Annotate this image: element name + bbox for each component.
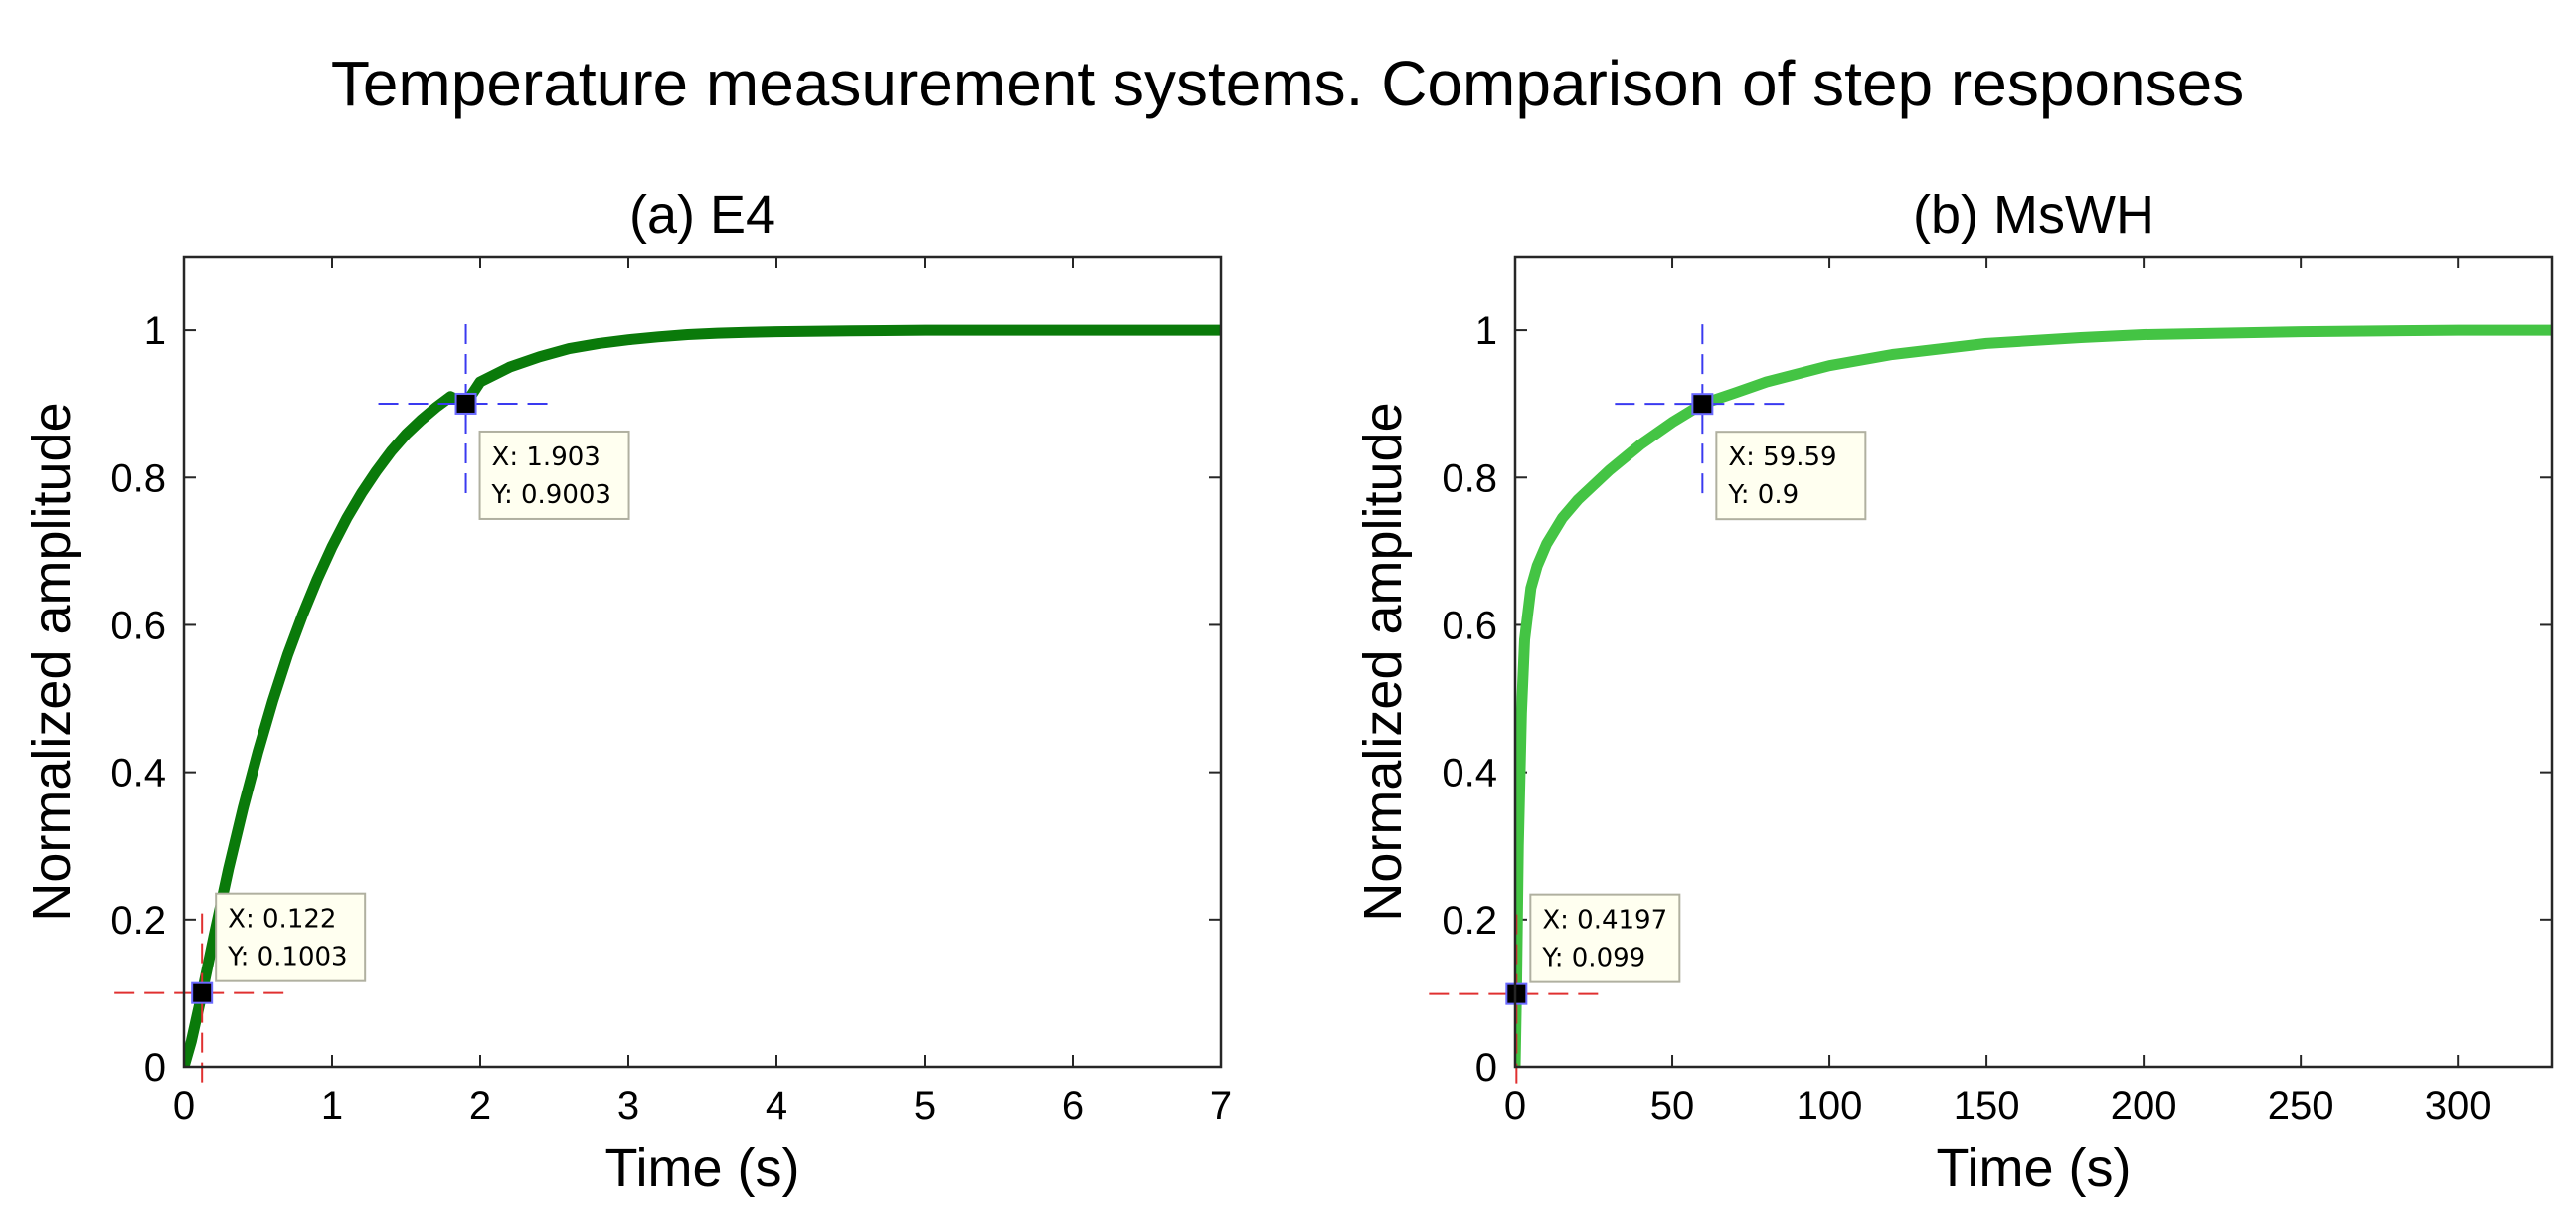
y-tick-label: 0.2 bbox=[110, 899, 166, 943]
x-tick-label: 4 bbox=[766, 1084, 787, 1128]
panel-title: (a) E4 bbox=[629, 185, 775, 245]
series-line bbox=[184, 324, 1221, 1067]
y-tick-label: 0.4 bbox=[110, 752, 166, 795]
y-tick-label: 0.4 bbox=[1442, 752, 1497, 795]
axes-frame bbox=[182, 255, 1223, 1069]
y-tick-label: 0.2 bbox=[1442, 899, 1497, 943]
datatip-marker bbox=[1691, 393, 1714, 416]
x-tick-label: 300 bbox=[2425, 1084, 2491, 1128]
panel-title: (b) MsWH bbox=[1913, 185, 2154, 245]
x-tick-label: 50 bbox=[1650, 1084, 1695, 1128]
x-tick-label: 150 bbox=[1954, 1084, 2020, 1128]
datatip-y-text: Y: 0.9003 bbox=[491, 480, 611, 510]
y-tick-label: 0.6 bbox=[110, 604, 166, 647]
datatip-1: X: 0.122 Y: 0.1003 bbox=[114, 892, 367, 1085]
datatip-x-text: X: 59.59 bbox=[1728, 442, 1836, 472]
datatip-marker bbox=[454, 392, 477, 415]
figure-title: Temperature measurement systems. Compari… bbox=[331, 48, 2244, 119]
x-axis-label: Time (s) bbox=[1937, 1139, 2132, 1198]
datatip-box bbox=[478, 430, 630, 520]
y-tick-label: 0.8 bbox=[1442, 456, 1497, 500]
x-tick-label: 200 bbox=[2111, 1084, 2177, 1128]
plot-panel-2: (b) MsWH 0 50 100 150 200 250 300 0 0.2 0.4 0.6 0.8 1… bbox=[1353, 185, 2554, 1198]
x-tick-label: 250 bbox=[2268, 1084, 2334, 1128]
series-line bbox=[1515, 324, 2552, 1067]
datatip-y-text: Y: 0.1003 bbox=[227, 943, 347, 972]
axes-frame bbox=[1513, 255, 2554, 1069]
y-tick-label: 0 bbox=[144, 1046, 166, 1090]
plot-panel-1: (a) E4 0 1 2 3 4 5 6 7 0 0.2 0.4 0.6 0.8 1 Time (s) Norm… bbox=[22, 185, 1232, 1198]
y-tick-label: 0 bbox=[1475, 1046, 1497, 1090]
x-tick-label: 3 bbox=[617, 1084, 639, 1128]
y-tick-label: 1 bbox=[144, 309, 166, 353]
datatip-x-text: X: 0.122 bbox=[228, 905, 336, 935]
datatip-y-text: Y: 0.9 bbox=[1727, 480, 1799, 510]
datatip-1: X: 0.4197 Y: 0.099 bbox=[1429, 893, 1681, 1086]
x-tick-label: 7 bbox=[1210, 1084, 1232, 1128]
datatip-box bbox=[215, 892, 367, 982]
y-axis-label: Normalized amplitude bbox=[22, 402, 82, 921]
x-axis-label: Time (s) bbox=[605, 1139, 800, 1198]
datatip-y-text: Y: 0.099 bbox=[1541, 944, 1645, 973]
datatip-box bbox=[1715, 431, 1867, 521]
datatip-marker bbox=[1505, 982, 1528, 1005]
y-tick-label: 0.6 bbox=[1442, 604, 1497, 647]
datatip-marker bbox=[191, 981, 214, 1004]
datatip-2: X: 59.59 Y: 0.9 bbox=[1615, 324, 1867, 521]
x-tick-label: 2 bbox=[469, 1084, 491, 1128]
x-tick-label: 0 bbox=[173, 1084, 195, 1128]
x-tick-label: 1 bbox=[321, 1084, 343, 1128]
datatip-x-text: X: 0.4197 bbox=[1542, 906, 1667, 936]
datatip-box bbox=[1529, 893, 1681, 983]
x-tick-label: 6 bbox=[1062, 1084, 1084, 1128]
x-tick-label: 0 bbox=[1504, 1084, 1526, 1128]
x-tick-label: 100 bbox=[1797, 1084, 1863, 1128]
x-tick-label: 5 bbox=[914, 1084, 936, 1128]
y-tick-label: 1 bbox=[1475, 309, 1497, 353]
datatip-x-text: X: 1.903 bbox=[492, 442, 601, 472]
datatip-2: X: 1.903 Y: 0.9003 bbox=[378, 323, 630, 520]
y-axis-label: Normalized amplitude bbox=[1353, 402, 1413, 921]
y-tick-label: 0.8 bbox=[110, 456, 166, 500]
